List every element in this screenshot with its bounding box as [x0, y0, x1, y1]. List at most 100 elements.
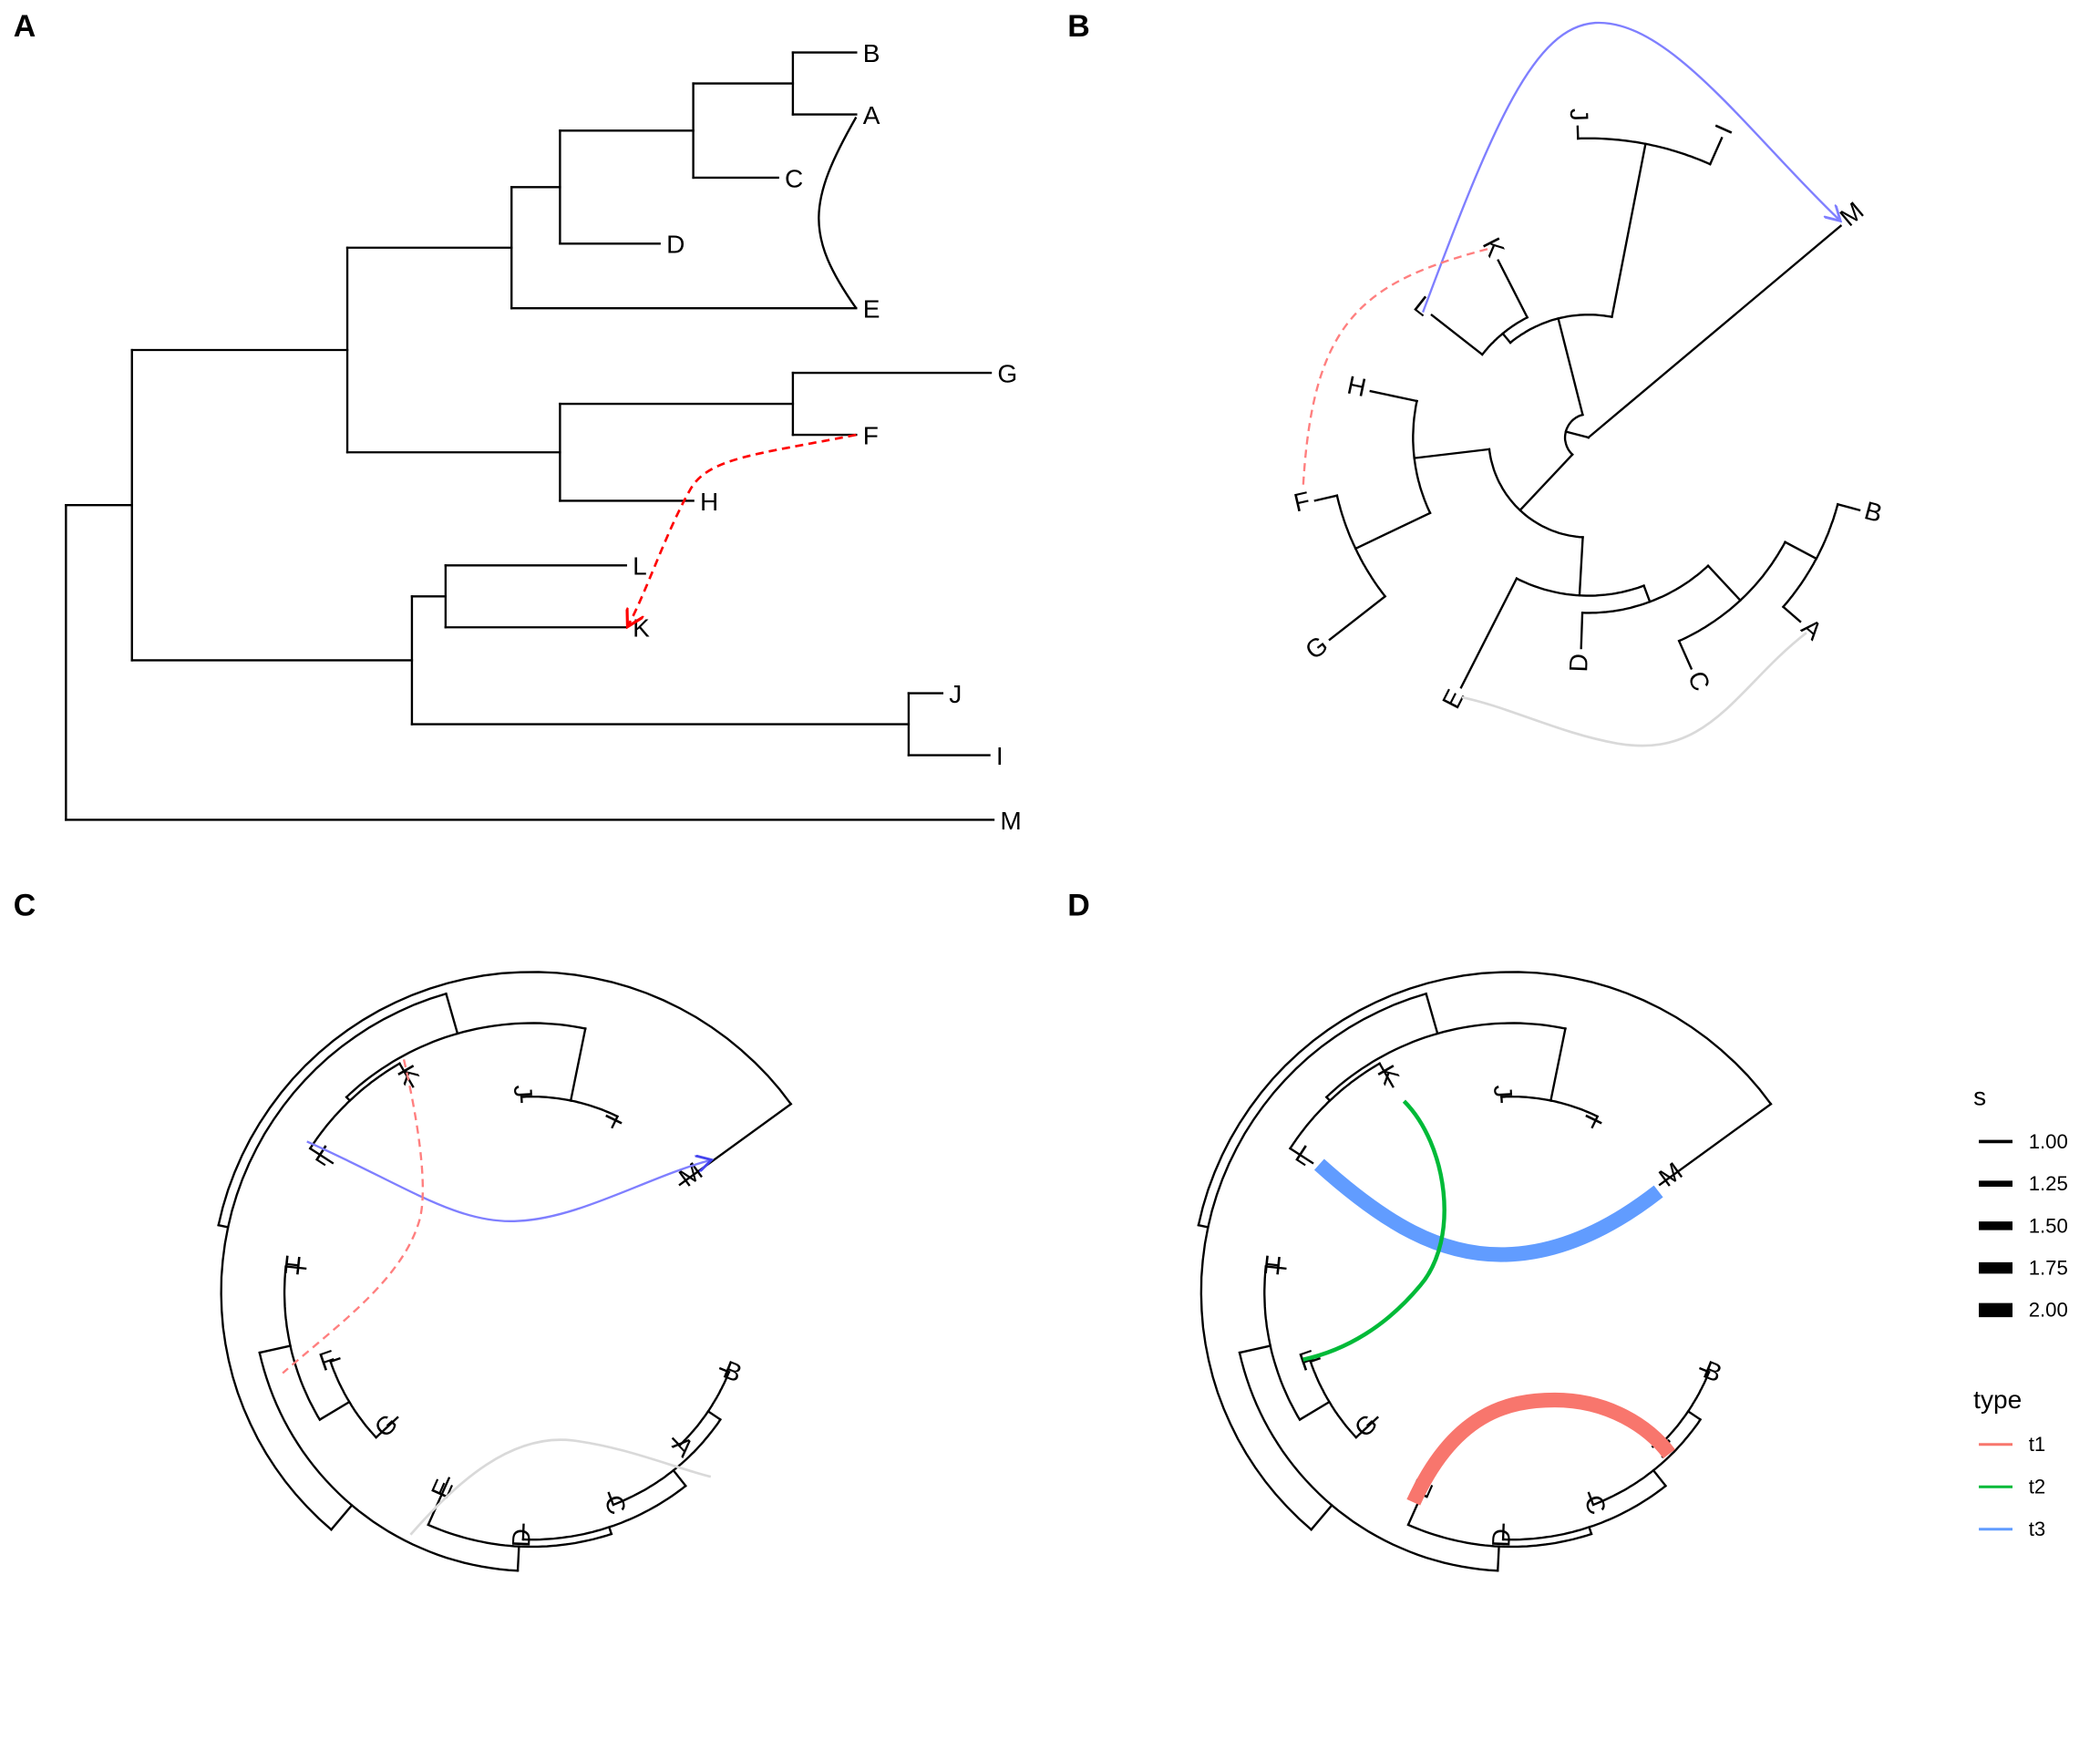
legend: s 1.00 1.25 1.50 1.75 2.00 type t1 t2 t3: [1973, 1083, 2068, 1541]
tip-label-c: C: [1579, 1491, 1611, 1518]
branch-radial: [258, 1344, 292, 1354]
branch-arc: [1288, 1062, 1382, 1150]
branch-radial: [1587, 224, 1843, 439]
tip-label-g: G: [369, 1408, 403, 1443]
branch-arc: [1677, 540, 1787, 643]
link-k-to-f: [282, 1059, 425, 1374]
branch-radial: [706, 1409, 722, 1422]
branch-arc: [258, 1351, 520, 1572]
link-a-to-e: [818, 116, 858, 309]
branch-arc: [329, 1360, 378, 1439]
branch-arc: [1501, 1484, 1668, 1541]
branch-radial: [318, 1400, 351, 1422]
branch-arc: [1563, 413, 1584, 457]
branch-radial: [1288, 1147, 1314, 1165]
branch-arc: [1781, 502, 1839, 609]
branch-radial: [1652, 1468, 1668, 1488]
tip-label-a: A: [1796, 612, 1828, 645]
tip-label-g: G: [1300, 631, 1333, 665]
legend-size-label: 1.50: [2029, 1214, 2068, 1237]
tip-label-h: H: [1261, 1251, 1282, 1281]
tip-label-d: D: [666, 231, 685, 259]
link-k-to-f: [1302, 248, 1488, 488]
branch-radial: [1264, 1265, 1287, 1271]
branch-arc: [1324, 1022, 1567, 1099]
tip-label-f: F: [315, 1344, 339, 1376]
legend-type-label: t1: [2029, 1433, 2045, 1456]
branch-arc: [427, 1523, 613, 1549]
branch-radial: [1564, 430, 1590, 439]
branch-radial: [1706, 564, 1743, 602]
tip-label-m: M: [1653, 1157, 1687, 1192]
branch-radial: [217, 1223, 230, 1229]
tip-label-f: F: [1291, 486, 1312, 517]
legend-type-label: t2: [2029, 1476, 2045, 1498]
branch-radial: [1501, 332, 1512, 345]
tip-label-h: H: [700, 488, 718, 516]
branch-arc: [1309, 1360, 1358, 1439]
branch-radial: [1698, 1366, 1711, 1374]
legend-type-label: t3: [2029, 1518, 2045, 1540]
tip-label-g: G: [1349, 1408, 1383, 1443]
tip-label-d: D: [1564, 653, 1593, 672]
panel-letter-a: A: [14, 9, 36, 44]
branch-radial: [284, 1265, 307, 1271]
branch-radial: [444, 992, 459, 1035]
branch-radial: [1783, 540, 1818, 561]
branch-arc: [1508, 314, 1613, 345]
tip-label-l: L: [633, 552, 647, 581]
branch-arc: [345, 1022, 587, 1099]
tip-label-j: J: [1565, 108, 1593, 121]
branch-radial: [1611, 142, 1647, 319]
branch-radial: [671, 1436, 682, 1447]
branch-arc: [1199, 992, 1428, 1531]
branch-radial: [521, 1523, 525, 1541]
tip-label-i: I: [1709, 120, 1737, 139]
branch-radial: [718, 1366, 731, 1374]
branch-arc: [1488, 448, 1584, 539]
legend-size-label: 2.00: [2029, 1299, 2068, 1322]
legend-size-label: 1.00: [2029, 1130, 2068, 1153]
branch-radial: [329, 1357, 341, 1364]
tip-label-c: C: [1683, 667, 1716, 695]
branch-radial: [1580, 612, 1584, 650]
branch-arc: [1577, 137, 1712, 166]
branch-radial: [1309, 1357, 1322, 1364]
branch-radial: [1518, 453, 1574, 512]
branch-radial: [1328, 594, 1387, 642]
panel-a-rectangular-tree: B A C D E G F H L K J I M: [65, 39, 1022, 835]
link-e-to-a: [409, 1438, 712, 1536]
branch-radial: [1354, 511, 1432, 551]
branch-arc: [1480, 315, 1529, 356]
branch-radial: [1310, 1503, 1333, 1531]
tip-label-a: A: [667, 1430, 699, 1462]
branch-arc: [521, 1484, 687, 1541]
legend-size-label: 1.75: [2029, 1256, 2068, 1279]
link-l-to-m-t3: [1313, 1158, 1663, 1262]
branch-radial: [1197, 1223, 1210, 1229]
branch-radial: [1686, 1409, 1703, 1422]
branch-radial: [607, 1491, 615, 1507]
link-e-to-a-t1: [1406, 1392, 1675, 1506]
tip-label-h: H: [1344, 371, 1368, 403]
branch-radial: [1369, 389, 1418, 403]
tip-label-e: E: [863, 295, 880, 324]
branch-arc: [1263, 1265, 1302, 1422]
branch-radial: [1238, 1344, 1272, 1354]
branch-arc: [1197, 971, 1773, 1227]
tip-label-h: H: [282, 1251, 303, 1281]
branch-radial: [607, 1525, 613, 1536]
branch-radial: [374, 1415, 399, 1439]
branch-arc: [1238, 1351, 1499, 1572]
tip-label-k: K: [633, 614, 650, 643]
branch-radial: [1836, 502, 1861, 512]
branch-radial: [1313, 494, 1339, 502]
panel-letter-c: C: [14, 888, 36, 922]
branch-arc: [1406, 1523, 1593, 1549]
branch-arc: [1500, 1095, 1600, 1118]
tip-label-a: A: [863, 101, 880, 129]
branch-arc: [1412, 399, 1432, 515]
legend-type-title: type: [1973, 1385, 2022, 1414]
